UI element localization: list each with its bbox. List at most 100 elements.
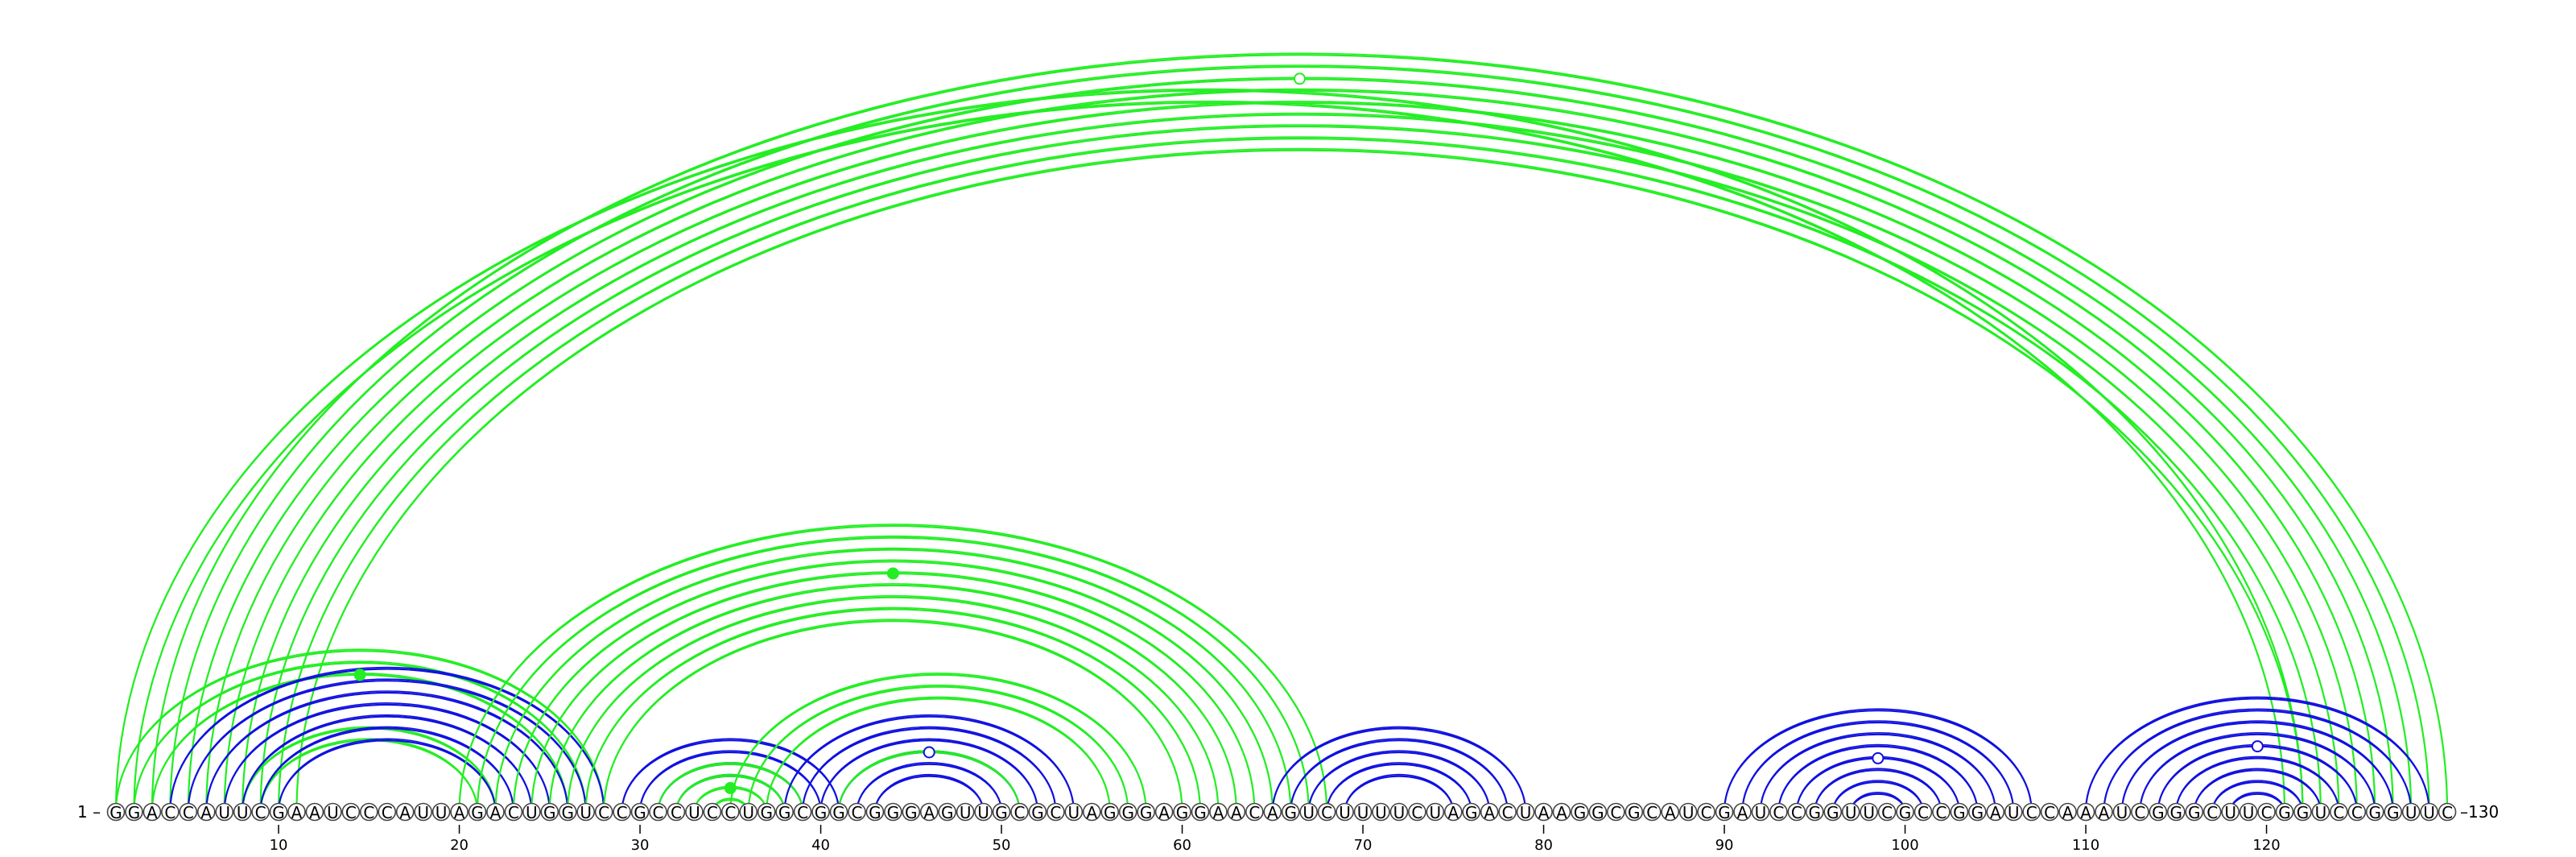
nucleotide-letter: U xyxy=(1393,803,1406,822)
nucleotide: C xyxy=(504,802,523,822)
nucleotide: C xyxy=(1697,802,1715,822)
nucleotide: C xyxy=(613,802,631,822)
nucleotide: A xyxy=(287,802,306,822)
nucleotide-letter: C xyxy=(797,803,808,822)
nucleotide-letter: C xyxy=(2442,803,2453,822)
nucleotide: U xyxy=(2401,802,2421,822)
base-pair-arc xyxy=(729,673,1147,813)
base-pair-arc xyxy=(1272,726,1526,813)
nucleotide-letter: G xyxy=(2387,803,2400,822)
nucleotide-circle xyxy=(775,802,794,822)
nucleotide-letter: C xyxy=(1411,803,1422,822)
nucleotide-letter: C xyxy=(1249,803,1260,822)
tick-label: 100 xyxy=(1891,837,1918,854)
base-pair-arc xyxy=(115,88,2304,813)
nucleotide: G xyxy=(1118,802,1137,822)
nucleotide: U xyxy=(324,802,342,822)
nucleotide-circle xyxy=(919,802,939,822)
nucleotide: G xyxy=(775,802,794,822)
nucleotide: A xyxy=(450,802,469,822)
nucleotide: A xyxy=(1661,802,1679,822)
nucleotide-letter: G xyxy=(832,803,845,822)
base-pair-arc xyxy=(2193,768,2322,813)
nucleotide: U xyxy=(1860,802,1878,822)
nucleotide-circle xyxy=(757,802,776,822)
base-pair-arc xyxy=(1326,762,1472,813)
tick-label: 50 xyxy=(993,837,1011,854)
nucleotide: C xyxy=(2040,802,2059,822)
nucleotide: G xyxy=(865,802,885,822)
nucleotide: C xyxy=(2347,802,2367,822)
nucleotide-letter: G xyxy=(2188,803,2201,822)
nucleotide: A xyxy=(1444,802,1463,822)
nucleotide-circle xyxy=(1137,802,1155,822)
base-pair-arc xyxy=(1307,750,1490,813)
nucleotide-circle xyxy=(1046,802,1065,822)
nucleotide-letter: A xyxy=(1484,803,1495,822)
nucleotide-letter: C xyxy=(2261,803,2273,822)
nucleotide: G xyxy=(1588,802,1608,822)
nucleotide-circle xyxy=(1154,802,1174,822)
nucleotide: C xyxy=(1245,802,1264,822)
nucleotide: C xyxy=(720,802,740,822)
nucleotide-letter: G xyxy=(2170,803,2183,822)
nucleotide: A xyxy=(1083,802,1101,822)
nucleotide: U xyxy=(431,802,451,822)
nucleotide: U xyxy=(522,802,541,822)
nucleotide-letter: C xyxy=(671,803,682,822)
nucleotide-letter: U xyxy=(2224,803,2236,822)
base-pair-arc xyxy=(188,77,2411,812)
nucleotide-circle xyxy=(2311,802,2330,822)
nucleotide-circle xyxy=(1588,802,1608,822)
nucleotide-circle xyxy=(1444,802,1463,822)
nucleotide: C xyxy=(594,802,613,822)
base-pair-arc xyxy=(2211,780,2304,813)
nucleotide: G xyxy=(811,802,830,822)
nucleotide: A xyxy=(1227,802,1246,822)
base-pair-arc xyxy=(766,696,1111,813)
nucleotide-circle xyxy=(1860,802,1878,822)
nucleotide-circle xyxy=(1118,802,1137,822)
nucleotide-circle xyxy=(685,802,704,822)
nucleotide-circle xyxy=(2365,802,2384,822)
nucleotide: G xyxy=(1462,802,1481,822)
nucleotide-circle xyxy=(1950,802,1969,822)
base-pair-arc xyxy=(802,726,1057,813)
nucleotide-letter: A xyxy=(1990,803,2001,822)
nucleotide-letter: C xyxy=(1791,803,1802,822)
nucleotide: C xyxy=(251,802,270,822)
nucleotide: G xyxy=(1624,802,1644,822)
nucleotide-circle xyxy=(1806,802,1824,822)
nucleotide-letter: U xyxy=(2405,803,2417,822)
nucleotide-letter: G xyxy=(1899,803,1912,822)
nucleotide-letter: A xyxy=(1447,803,1459,822)
nucleotide-circle xyxy=(1913,802,1933,822)
nucleotide: G xyxy=(125,802,143,822)
nucleotide-letter: C xyxy=(851,803,862,822)
nucleotide-circle xyxy=(1678,802,1698,822)
nucleotide-circle xyxy=(2076,802,2095,822)
nucleotide: G xyxy=(1806,802,1824,822)
nucleotide: G xyxy=(1191,802,1210,822)
base-pair-arc xyxy=(729,673,1147,813)
nucleotide-letter: G xyxy=(2152,803,2165,822)
nucleotide: G xyxy=(269,802,288,822)
nucleotide-letter: G xyxy=(1104,803,1117,822)
nucleotide-circle xyxy=(2040,802,2059,822)
nucleotide-circle xyxy=(1498,802,1517,822)
nucleotide: G xyxy=(2167,802,2186,822)
nucleotide: G xyxy=(2275,802,2294,822)
base-pair-arc xyxy=(133,660,587,813)
base-pair-arc xyxy=(856,762,1002,813)
nucleotide-letter: G xyxy=(815,803,828,822)
nucleotide-letter: G xyxy=(1140,803,1153,822)
base-pair-arc xyxy=(458,524,1327,813)
nucleotide: C xyxy=(2257,802,2276,822)
nucleotide-circle xyxy=(902,802,921,822)
nucleotide-circle xyxy=(179,802,198,822)
nucleotide: U xyxy=(2239,802,2258,822)
nucleotide-circle xyxy=(2004,802,2023,822)
nucleotide: G xyxy=(558,802,577,822)
nucleotide-letter: A xyxy=(147,803,158,822)
